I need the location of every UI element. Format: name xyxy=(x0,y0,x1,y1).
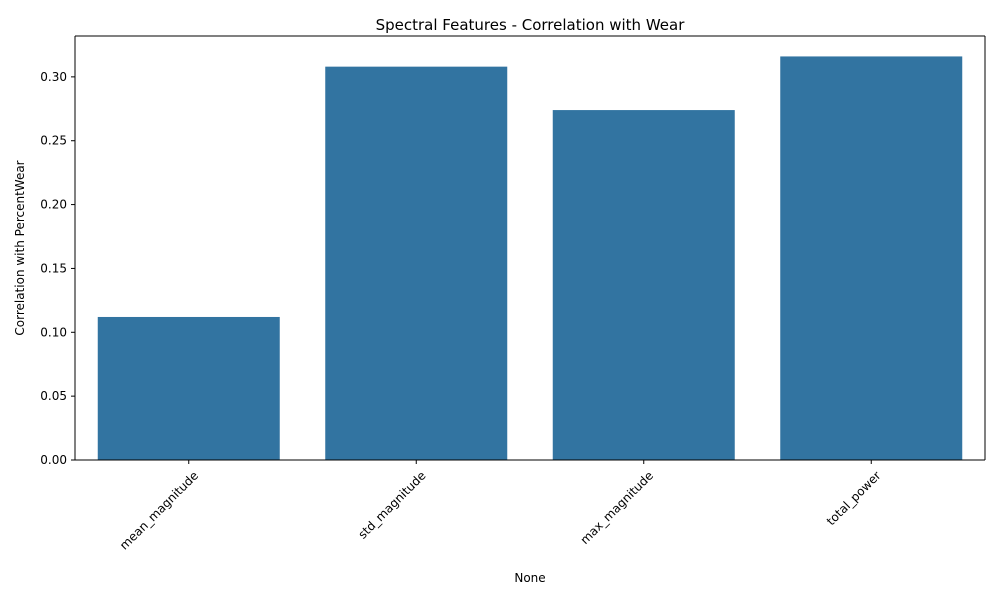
y-tick-label: 0.20 xyxy=(40,198,67,212)
axes-frame xyxy=(74,35,986,461)
y-tick-label: 0.15 xyxy=(40,261,67,275)
y-axis-label: Correlation with PercentWear xyxy=(13,160,27,335)
y-tick-label: 0.05 xyxy=(40,389,67,403)
y-axis-ticks: 0.00 0.05 0.10 0.15 0.20 0.25 0.30 xyxy=(40,70,75,467)
y-tick-label: 0.25 xyxy=(40,134,67,148)
x-tick-label: mean_magnitude xyxy=(117,468,201,552)
x-axis-label: None xyxy=(514,571,545,585)
x-tick-label: std_magnitude xyxy=(355,468,428,541)
x-axis-ticks: mean_magnitude std_magnitude max_magnitude… xyxy=(117,460,884,553)
y-tick-label: 0.10 xyxy=(40,325,67,339)
bars-group xyxy=(97,56,963,460)
bar-mean-magnitude xyxy=(97,316,280,460)
y-tick-label: 0.30 xyxy=(40,70,67,84)
bar-std-magnitude xyxy=(325,66,508,460)
chart-title: Spectral Features - Correlation with Wea… xyxy=(376,16,686,34)
bar-total-power xyxy=(780,56,963,460)
x-tick-label: total_power xyxy=(824,468,884,528)
y-tick-label: 0.00 xyxy=(40,453,67,467)
bar-max-magnitude xyxy=(552,110,735,460)
x-tick-label: max_magnitude xyxy=(578,468,657,547)
